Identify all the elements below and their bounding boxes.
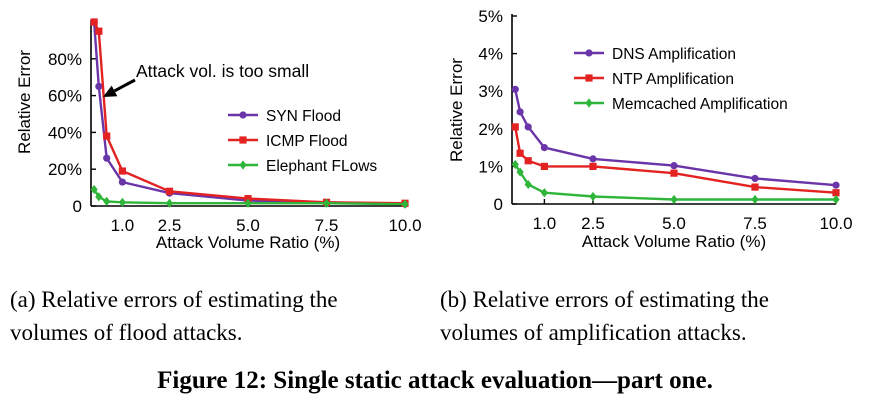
data-point (322, 198, 331, 208)
data-point (103, 132, 111, 140)
data-point (540, 144, 549, 152)
legend-label: NTP Amplification (612, 71, 734, 88)
data-point (401, 199, 409, 209)
data-point (751, 194, 759, 205)
x-tick-label: 5.0 (662, 214, 686, 233)
figure-caption: Figure 12: Single static attack evaluati… (157, 367, 713, 394)
y-tick-label: 20% (48, 160, 82, 179)
legend-marker (585, 49, 593, 57)
legend-marker (239, 136, 247, 144)
data-point (832, 189, 840, 197)
x-tick-label: 2.5 (581, 214, 605, 233)
data-point (516, 108, 524, 116)
annotation-text: Attack vol. is too small (136, 61, 309, 81)
data-point (95, 27, 103, 35)
y-tick-label: 2% (478, 120, 503, 139)
data-point (832, 181, 840, 189)
y-tick-label: 0 (73, 197, 82, 216)
y-axis-label: Relative Error (447, 58, 466, 162)
data-point (118, 167, 126, 175)
data-point (244, 195, 252, 203)
x-tick-label: 7.5 (315, 216, 339, 235)
x-tick-label: 7.5 (743, 214, 767, 233)
data-point (540, 188, 548, 198)
caption-b-line2: volumes of amplification attacks. (440, 320, 747, 345)
data-point (103, 154, 111, 162)
data-point (751, 183, 759, 191)
data-point (516, 167, 524, 177)
x-tick-label: 2.5 (158, 216, 182, 235)
data-point (670, 194, 678, 205)
data-point (118, 178, 126, 186)
data-point (95, 82, 103, 90)
legend-label: Elephant FLows (266, 158, 377, 175)
x-axis-label: Attack Volume Ratio (%) (156, 233, 340, 252)
data-point (589, 155, 597, 163)
caption-a-line1: (a) Relative errors of estimating the (10, 287, 338, 312)
y-tick-label: 3% (478, 82, 503, 101)
legend-marker (585, 74, 593, 82)
data-point (118, 197, 126, 207)
data-point (524, 179, 532, 190)
y-tick-label: 80% (48, 50, 82, 69)
legend-label: ICMP Flood (266, 133, 348, 150)
x-tick-label: 1.0 (533, 214, 557, 233)
chart-panel-b: 1.0 2.5 5.0 7.5 10.0 0 1% 2% 3% 4% 5% Attack Volume… (447, 7, 853, 251)
y-tick-label: 40% (48, 123, 82, 142)
y-tick-label: 0 (494, 195, 503, 214)
data-point (95, 192, 103, 202)
data-point (524, 157, 532, 165)
legend-label: Memcached Amplification (612, 96, 788, 113)
caption-b-line1: (b) Relative errors of estimating the (440, 287, 769, 312)
data-point (589, 191, 597, 202)
series-line-1 (92, 21, 406, 206)
data-point (511, 85, 519, 93)
data-point (540, 162, 548, 170)
legend-label: DNS Amplification (612, 46, 736, 63)
data-point (244, 198, 252, 208)
y-axis-label: Relative Error (15, 50, 34, 154)
x-tick-label: 1.0 (111, 216, 135, 235)
legend-label: SYN Flood (266, 108, 341, 125)
y-tick-label: 1% (478, 157, 503, 176)
series-line-2 (93, 21, 406, 205)
data-point (589, 162, 597, 170)
legend-marker (239, 160, 247, 170)
legend-marker (585, 98, 593, 108)
series-line-2 (514, 126, 837, 194)
legend-marker (239, 111, 247, 119)
data-point (670, 162, 678, 170)
data-point (103, 196, 111, 206)
data-point (524, 123, 532, 131)
caption-a-line2: volumes of flood attacks. (10, 320, 243, 345)
data-point (90, 184, 98, 195)
data-point (511, 123, 519, 131)
y-tick-label: 4% (478, 45, 503, 64)
data-point (670, 169, 678, 177)
data-point (516, 149, 524, 157)
data-point (165, 187, 174, 195)
data-point (832, 194, 840, 205)
annotation-arrowhead (103, 85, 118, 97)
x-tick-label: 5.0 (236, 216, 260, 235)
data-point (751, 174, 759, 183)
x-axis-label: Attack Volume Ratio (%) (582, 232, 766, 251)
chart-panel-a: 1.0 2.5 5.0 7.5 10.0 0 20% 40% 60% 80% Attack Volu… (15, 18, 422, 252)
data-point (511, 159, 519, 170)
annotation-arrow (113, 78, 136, 93)
data-point (165, 198, 174, 208)
x-tick-label: 10.0 (819, 214, 852, 233)
y-tick-label: 5% (478, 7, 503, 26)
y-tick-label: 60% (48, 87, 82, 106)
x-tick-label: 10.0 (388, 216, 421, 235)
data-point (90, 18, 98, 26)
